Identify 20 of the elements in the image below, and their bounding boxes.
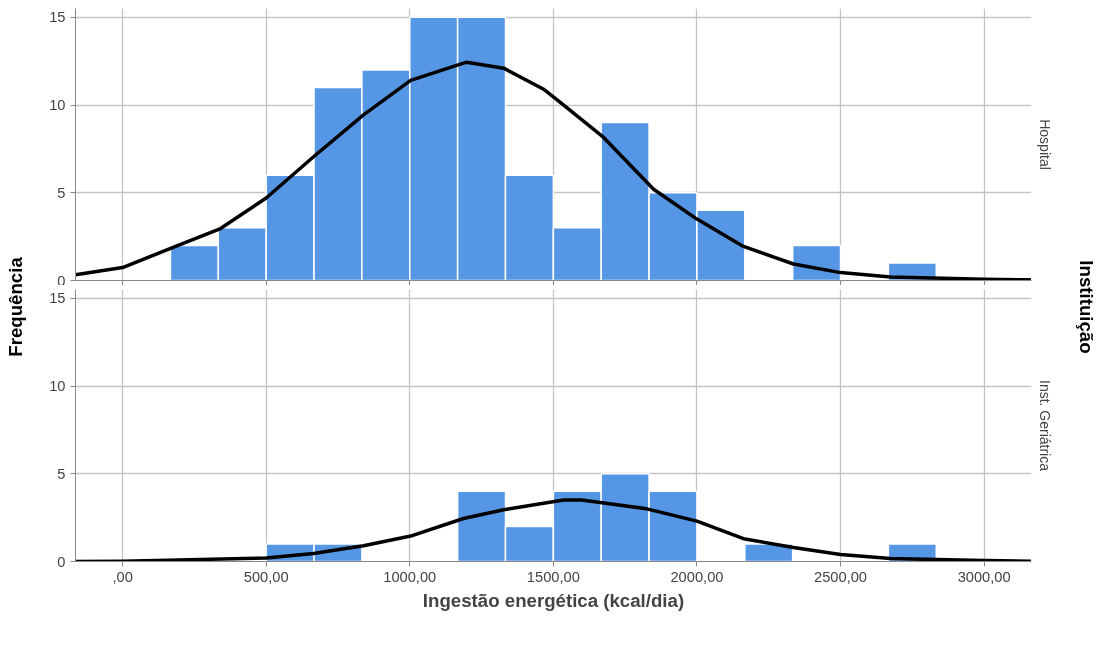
y-tick-label: 5	[57, 465, 66, 482]
text: Inst. Geriátrica	[1036, 379, 1053, 472]
y-tick-label: 10	[49, 378, 66, 395]
text: Instituição	[1076, 260, 1097, 354]
x-tick-label: 1500,00	[526, 568, 580, 585]
x-tick-label: 1000,00	[383, 568, 437, 585]
x-tick-label: 500,00	[243, 568, 289, 585]
x-tick-label: 3000,00	[957, 568, 1011, 585]
y-tick-label: 0	[57, 553, 66, 570]
y-axis-title: Frequência	[5, 256, 26, 357]
y-tick-label: 5	[57, 184, 66, 201]
x-tick-label: 2500,00	[814, 568, 868, 585]
x-tick-label: 2000,00	[670, 568, 724, 585]
x-tick-label: ,00	[112, 568, 133, 585]
text: Hospital	[1036, 119, 1053, 170]
y-tick-label: 0	[57, 272, 66, 289]
y-tick-label: 15	[49, 290, 66, 307]
y-tick-label: 10	[49, 97, 66, 114]
y-tick-label: 15	[49, 9, 66, 26]
x-axis-title: Ingestão energética (kcal/dia)	[422, 589, 685, 611]
